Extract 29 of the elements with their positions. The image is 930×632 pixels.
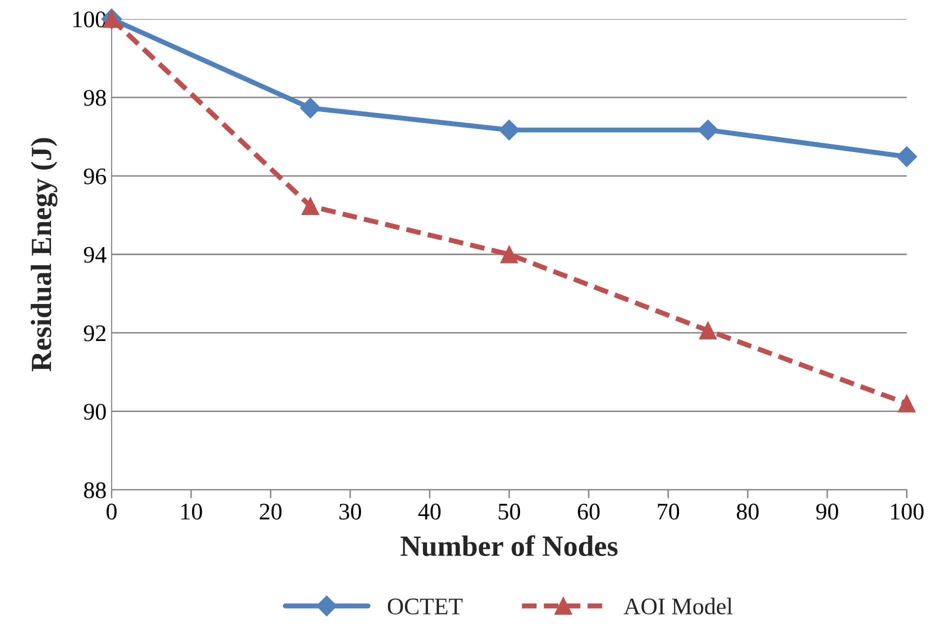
point <box>699 322 717 340</box>
point <box>302 197 320 215</box>
y-tick-label: 98 <box>84 90 106 106</box>
point <box>898 394 916 412</box>
x-tick-label: 10 <box>181 504 202 520</box>
x-tick-label: 20 <box>260 504 282 520</box>
point <box>896 146 918 168</box>
x-tick-label: 100 <box>891 504 924 520</box>
x-tick-label: 80 <box>736 504 759 520</box>
point <box>500 246 518 264</box>
point <box>498 120 520 140</box>
y-tick-label: 88 <box>84 482 106 498</box>
x-tick-label: 70 <box>658 504 680 520</box>
x-tick-label: 60 <box>578 504 600 520</box>
y-tick-label: 96 <box>84 168 106 184</box>
point <box>698 120 718 140</box>
legend-label: AOI Model <box>624 598 733 614</box>
y-tick-label: 90 <box>84 404 106 420</box>
x-tick-label: 40 <box>418 504 441 520</box>
x-tick-label: 0 <box>106 504 117 520</box>
point <box>300 98 321 118</box>
y-tick-label: 92 <box>84 325 106 342</box>
legend-label: OCTET <box>388 598 463 614</box>
x-tick-label: 50 <box>498 504 520 520</box>
x-axis-title: Number of Nodes <box>400 535 618 556</box>
x-tick-label: 30 <box>339 504 362 520</box>
x-tick-label: 90 <box>816 504 838 520</box>
y-tick-label: 94 <box>84 246 106 263</box>
y-axis-title: Residual Enegy (J) <box>30 138 58 372</box>
